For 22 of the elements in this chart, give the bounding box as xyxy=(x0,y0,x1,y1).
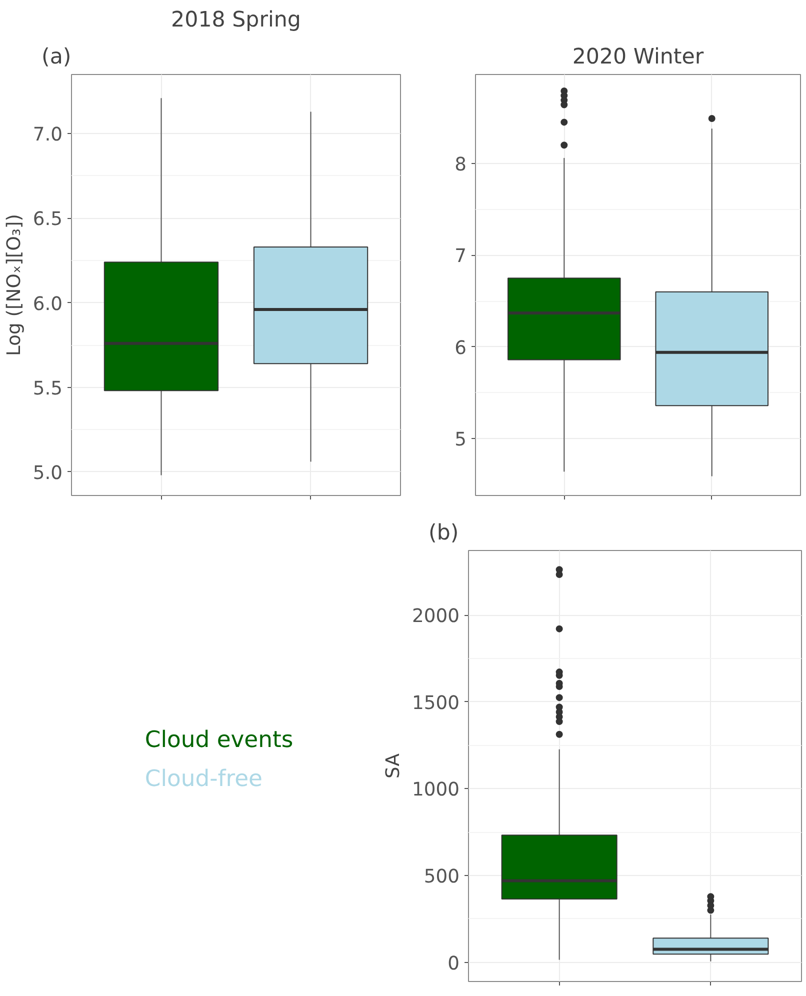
y-tick-label: 2000 xyxy=(412,606,460,628)
y-tick-label: 7 xyxy=(454,246,467,268)
y-tick-label: 5.0 xyxy=(32,462,62,484)
y-tick-label: 6.0 xyxy=(32,294,62,315)
text: Cloud-free xyxy=(144,766,262,792)
y-tick-label: 1000 xyxy=(412,780,460,801)
y-tick-label: 500 xyxy=(424,866,460,888)
y-tick-label: 6 xyxy=(454,338,467,359)
y-tick-label: 1500 xyxy=(412,692,460,714)
y-tick-label: 8 xyxy=(454,154,467,176)
y-tick-label: 6.5 xyxy=(32,209,62,230)
text: (a) xyxy=(42,44,72,70)
y-tick-label: 5 xyxy=(454,430,467,451)
y-tick-label: 0 xyxy=(448,953,460,974)
text: (b) xyxy=(428,520,459,546)
y-axis-title: SA xyxy=(383,753,404,778)
chart-title: 2018 Spring xyxy=(171,8,301,32)
y-tick-label: 5.5 xyxy=(32,378,62,400)
y-tick-label: 7.0 xyxy=(32,124,62,146)
y-axis-title: Log ([NOₓ][O₃]) xyxy=(4,214,25,356)
text: Cloud events xyxy=(144,727,294,754)
chart-title: 2020 Winter xyxy=(572,44,704,70)
